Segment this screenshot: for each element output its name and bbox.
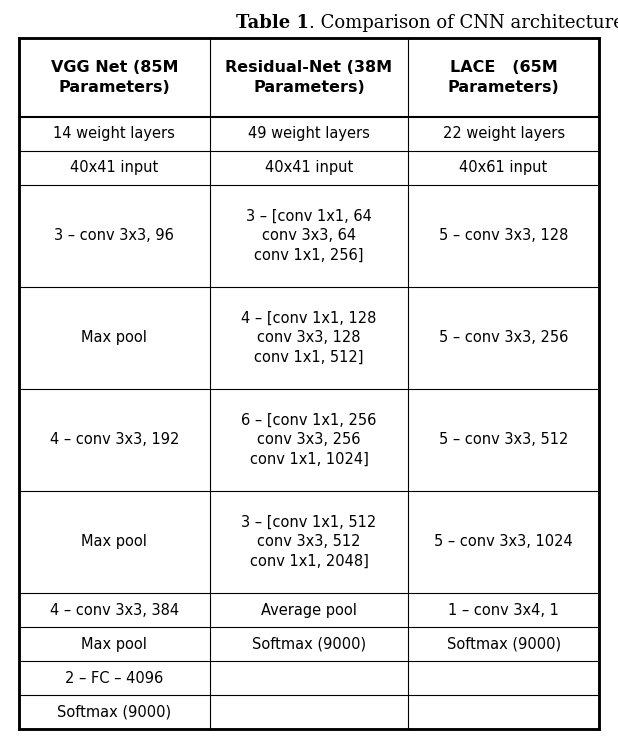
Text: 5 – conv 3x3, 1024: 5 – conv 3x3, 1024: [434, 534, 573, 550]
Text: 22 weight layers: 22 weight layers: [442, 126, 565, 141]
Text: 4 – conv 3x3, 384: 4 – conv 3x3, 384: [50, 602, 179, 618]
Text: . Comparison of CNN architectures: . Comparison of CNN architectures: [309, 14, 618, 32]
Text: 49 weight layers: 49 weight layers: [248, 126, 370, 141]
Text: 5 – conv 3x3, 512: 5 – conv 3x3, 512: [439, 432, 569, 447]
Text: Softmax (9000): Softmax (9000): [252, 637, 366, 652]
Text: 4 – [conv 1x1, 128
conv 3x3, 128
conv 1x1, 512]: 4 – [conv 1x1, 128 conv 3x3, 128 conv 1x…: [241, 311, 377, 365]
Text: 3 – conv 3x3, 96: 3 – conv 3x3, 96: [54, 228, 174, 244]
Text: 14 weight layers: 14 weight layers: [53, 126, 176, 141]
Text: Residual-Net (38M
Parameters): Residual-Net (38M Parameters): [226, 60, 392, 95]
Text: Max pool: Max pool: [82, 637, 147, 652]
Text: Softmax (9000): Softmax (9000): [447, 637, 561, 652]
Text: 3 – [conv 1x1, 512
conv 3x3, 512
conv 1x1, 2048]: 3 – [conv 1x1, 512 conv 3x3, 512 conv 1x…: [242, 514, 376, 569]
Text: 2 – FC – 4096: 2 – FC – 4096: [66, 671, 164, 686]
Text: 1 – conv 3x4, 1: 1 – conv 3x4, 1: [448, 602, 559, 618]
Text: 3 – [conv 1x1, 64
conv 3x3, 64
conv 1x1, 256]: 3 – [conv 1x1, 64 conv 3x3, 64 conv 1x1,…: [246, 208, 372, 263]
Text: Table 1: Table 1: [236, 14, 309, 32]
Text: 5 – conv 3x3, 256: 5 – conv 3x3, 256: [439, 331, 569, 345]
Text: Max pool: Max pool: [82, 534, 147, 550]
Text: 4 – conv 3x3, 192: 4 – conv 3x3, 192: [49, 432, 179, 447]
Text: 40x41 input: 40x41 input: [70, 160, 158, 175]
Text: 6 – [conv 1x1, 256
conv 3x3, 256
conv 1x1, 1024]: 6 – [conv 1x1, 256 conv 3x3, 256 conv 1x…: [241, 413, 377, 467]
Text: LACE   (65M
Parameters): LACE (65M Parameters): [447, 60, 559, 95]
Text: Max pool: Max pool: [82, 331, 147, 345]
Text: VGG Net (85M
Parameters): VGG Net (85M Parameters): [51, 60, 178, 95]
Text: Softmax (9000): Softmax (9000): [57, 705, 171, 720]
Text: Average pool: Average pool: [261, 602, 357, 618]
Text: 40x61 input: 40x61 input: [460, 160, 548, 175]
Text: 40x41 input: 40x41 input: [265, 160, 353, 175]
Text: 5 – conv 3x3, 128: 5 – conv 3x3, 128: [439, 228, 569, 244]
